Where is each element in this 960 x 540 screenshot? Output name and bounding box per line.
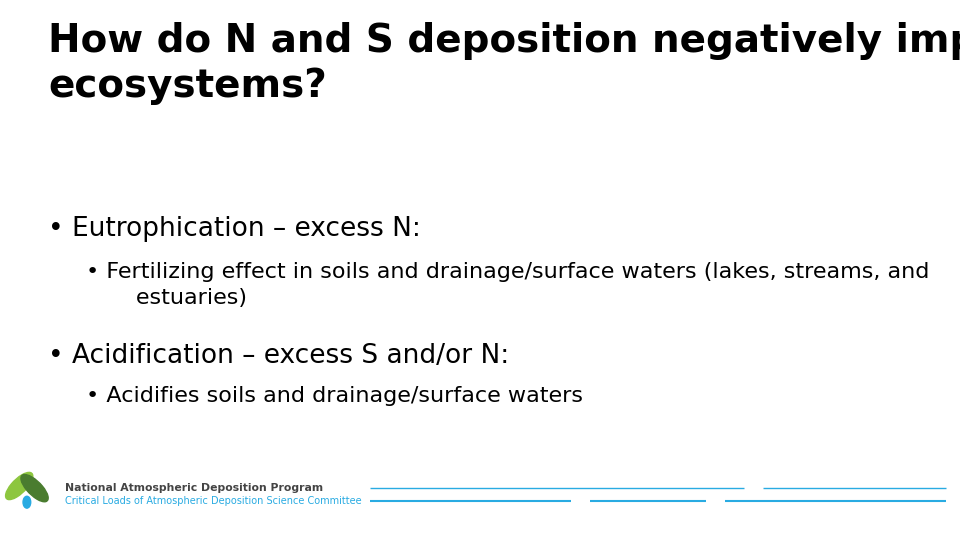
Ellipse shape <box>21 475 48 502</box>
Text: • Acidifies soils and drainage/surface waters: • Acidifies soils and drainage/surface w… <box>86 386 584 406</box>
Ellipse shape <box>23 496 31 508</box>
Text: • Fertilizing effect in soils and drainage/surface waters (lakes, streams, and
 : • Fertilizing effect in soils and draina… <box>86 262 930 308</box>
Text: Critical Loads of Atmospheric Deposition Science Committee: Critical Loads of Atmospheric Deposition… <box>65 496 362 505</box>
Text: • Acidification – excess S and/or N:: • Acidification – excess S and/or N: <box>48 343 509 369</box>
Text: How do N and S deposition negatively impact
ecosystems?: How do N and S deposition negatively imp… <box>48 22 960 105</box>
Text: National Atmospheric Deposition Program: National Atmospheric Deposition Program <box>65 483 324 492</box>
Text: • Eutrophication – excess N:: • Eutrophication – excess N: <box>48 216 420 242</box>
Ellipse shape <box>6 472 33 500</box>
